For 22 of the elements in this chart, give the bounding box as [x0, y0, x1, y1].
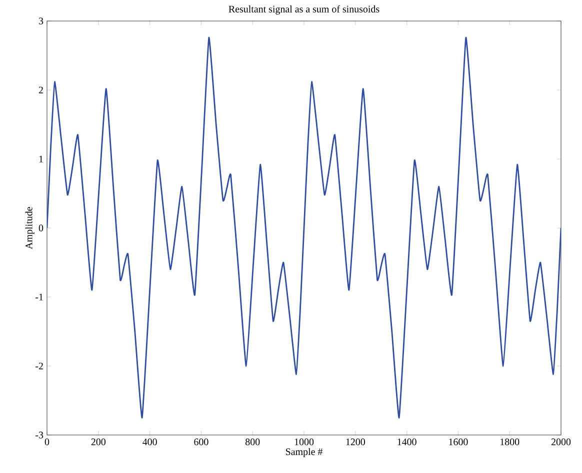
- x-tick-label: 1200: [346, 438, 365, 446]
- line-series: [47, 36, 562, 418]
- y-tick-label: 3: [38, 18, 44, 24]
- x-tick-label: 1600: [449, 438, 468, 446]
- y-tick-label: 1: [39, 156, 43, 162]
- y-axis-title: Amplitude: [25, 207, 34, 250]
- x-tick-label: 2000: [551, 438, 571, 446]
- x-tick-label: 600: [194, 438, 208, 446]
- x-tick-label: 400: [142, 438, 157, 446]
- x-tick-label: 0: [44, 438, 50, 446]
- y-tick-label: 2: [38, 86, 43, 94]
- x-tick-label: 1000: [294, 438, 314, 446]
- y-tick-label: 0: [38, 224, 44, 232]
- x-axis-title: Sample #: [286, 448, 322, 458]
- x-tick-label: 800: [246, 438, 260, 446]
- chart-title: Resultant signal as a sum of sinusoids: [228, 5, 380, 15]
- x-tick-label: 200: [91, 438, 106, 446]
- x-tick-label: 1800: [500, 438, 520, 446]
- y-tick-label: -1: [36, 294, 43, 300]
- y-tick-label: -2: [36, 362, 43, 370]
- y-tick-label: -3: [36, 432, 44, 438]
- x-tick-label: 1400: [398, 438, 416, 446]
